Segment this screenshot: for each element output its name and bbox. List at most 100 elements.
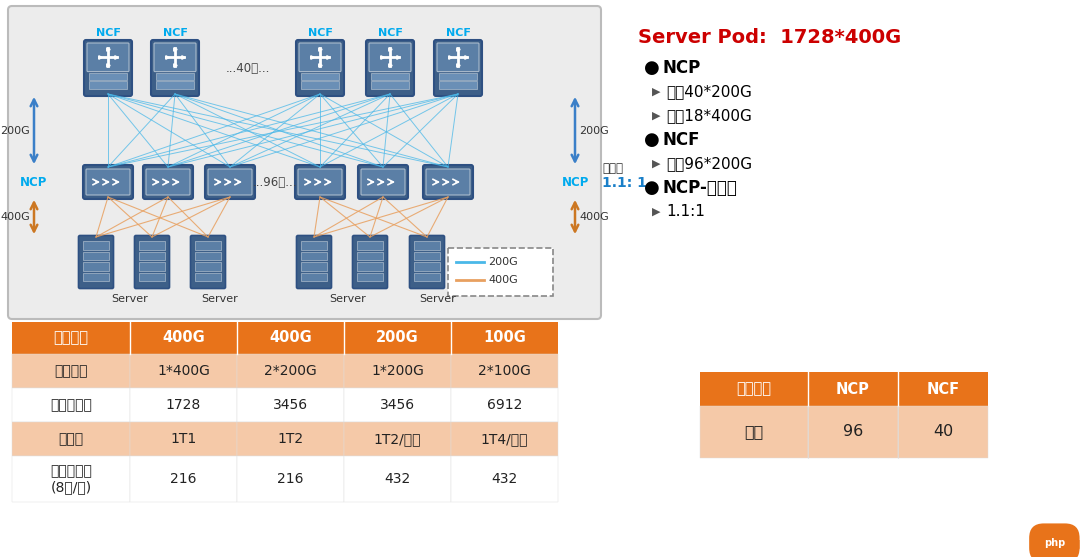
Text: 网络端口数: 网络端口数 xyxy=(50,398,92,412)
Text: 40: 40 xyxy=(933,424,954,439)
Text: ▶: ▶ xyxy=(652,159,661,169)
FancyBboxPatch shape xyxy=(448,248,553,296)
Text: php: php xyxy=(1043,538,1065,548)
Bar xyxy=(237,322,345,354)
Text: 网卡形态: 网卡形态 xyxy=(54,364,87,378)
FancyBboxPatch shape xyxy=(352,236,388,289)
Text: 1.1:1: 1.1:1 xyxy=(666,204,705,219)
Bar xyxy=(438,72,477,80)
Text: 数量: 数量 xyxy=(744,424,764,439)
Bar xyxy=(130,322,237,354)
Text: 收敛比: 收敛比 xyxy=(602,162,623,174)
Bar xyxy=(130,354,237,388)
Text: 100G: 100G xyxy=(483,330,526,345)
FancyBboxPatch shape xyxy=(299,43,341,72)
Bar xyxy=(195,252,221,260)
Text: 400G: 400G xyxy=(488,275,517,285)
Text: 上行40*200G: 上行40*200G xyxy=(666,85,752,100)
FancyBboxPatch shape xyxy=(297,236,332,289)
Bar xyxy=(372,81,409,89)
Text: ...96台...: ...96台... xyxy=(253,175,297,188)
FancyBboxPatch shape xyxy=(426,169,470,195)
Bar xyxy=(897,372,988,406)
Bar xyxy=(345,422,451,456)
Text: ●: ● xyxy=(644,59,660,77)
FancyBboxPatch shape xyxy=(87,43,129,72)
Bar xyxy=(195,262,221,271)
FancyBboxPatch shape xyxy=(423,165,473,199)
Text: 中文网: 中文网 xyxy=(1070,538,1080,548)
FancyBboxPatch shape xyxy=(151,40,199,96)
Bar xyxy=(237,388,345,422)
Bar xyxy=(451,388,558,422)
Text: 400G: 400G xyxy=(269,330,312,345)
Bar xyxy=(156,81,194,89)
FancyBboxPatch shape xyxy=(83,165,133,199)
Bar xyxy=(451,354,558,388)
Text: ▶: ▶ xyxy=(652,111,661,121)
Bar xyxy=(357,252,383,260)
Bar xyxy=(345,388,451,422)
Text: 400G: 400G xyxy=(579,212,609,222)
Bar xyxy=(700,406,808,458)
Text: 1T1: 1T1 xyxy=(171,432,197,446)
Bar xyxy=(195,272,221,281)
Bar xyxy=(237,456,345,502)
Text: 1*200G: 1*200G xyxy=(372,364,424,378)
Text: 200G: 200G xyxy=(488,257,517,267)
Bar xyxy=(89,81,127,89)
Text: 连接线: 连接线 xyxy=(58,432,83,446)
Bar xyxy=(83,252,109,260)
Text: 432: 432 xyxy=(491,472,517,486)
Text: NCP: NCP xyxy=(662,59,700,77)
Bar xyxy=(897,406,988,458)
Bar xyxy=(12,322,130,354)
Bar xyxy=(130,422,237,456)
Text: 216: 216 xyxy=(171,472,197,486)
Text: 1T2/降速: 1T2/降速 xyxy=(374,432,421,446)
Text: ●: ● xyxy=(644,131,660,149)
Bar xyxy=(414,262,440,271)
FancyBboxPatch shape xyxy=(298,169,342,195)
Text: 6912: 6912 xyxy=(487,398,523,412)
Text: NCF: NCF xyxy=(163,28,188,38)
FancyBboxPatch shape xyxy=(434,40,482,96)
Text: NCP: NCP xyxy=(836,382,869,397)
Bar xyxy=(12,422,130,456)
Bar xyxy=(345,456,451,502)
Bar xyxy=(301,272,327,281)
Text: 432: 432 xyxy=(384,472,410,486)
Bar xyxy=(301,72,339,80)
Bar xyxy=(130,388,237,422)
Text: 1.1: 1: 1.1: 1 xyxy=(602,176,647,190)
Text: NCP-收敛比: NCP-收敛比 xyxy=(662,179,737,197)
Text: NCF: NCF xyxy=(308,28,333,38)
Text: ▶: ▶ xyxy=(652,207,661,217)
Text: NCP: NCP xyxy=(562,175,589,188)
Bar xyxy=(139,241,165,250)
FancyBboxPatch shape xyxy=(369,43,411,72)
Bar xyxy=(12,388,130,422)
Text: Server: Server xyxy=(202,294,239,304)
Text: NCF: NCF xyxy=(927,382,959,397)
FancyBboxPatch shape xyxy=(190,236,226,289)
Text: Server: Server xyxy=(111,294,148,304)
FancyBboxPatch shape xyxy=(361,169,405,195)
Bar xyxy=(301,252,327,260)
Text: 1*400G: 1*400G xyxy=(157,364,210,378)
Text: 200G: 200G xyxy=(579,125,609,135)
FancyBboxPatch shape xyxy=(79,236,113,289)
FancyBboxPatch shape xyxy=(437,43,480,72)
Text: Server: Server xyxy=(329,294,366,304)
FancyBboxPatch shape xyxy=(295,165,345,199)
Text: 1T4/降速: 1T4/降速 xyxy=(481,432,528,446)
Bar xyxy=(357,272,383,281)
Text: NCF: NCF xyxy=(378,28,403,38)
Text: 400G: 400G xyxy=(0,212,30,222)
Bar xyxy=(130,456,237,502)
FancyBboxPatch shape xyxy=(154,43,195,72)
Text: NCF: NCF xyxy=(446,28,471,38)
FancyBboxPatch shape xyxy=(143,165,193,199)
Text: 1728: 1728 xyxy=(166,398,201,412)
FancyBboxPatch shape xyxy=(296,40,345,96)
